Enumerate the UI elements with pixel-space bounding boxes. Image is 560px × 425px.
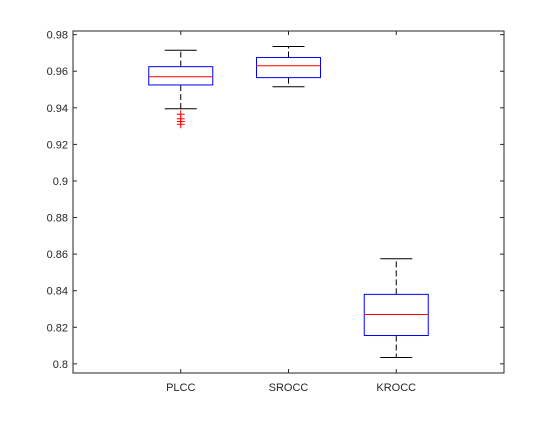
x-tick-label: PLCC xyxy=(166,382,195,394)
box-plcc xyxy=(148,66,214,86)
x-tick-label: SROCC xyxy=(269,382,309,394)
y-tick-label: 0.9 xyxy=(53,176,68,188)
y-tick-label: 0.96 xyxy=(47,66,68,78)
box-srocc xyxy=(256,57,321,79)
y-tick-label: 0.82 xyxy=(47,322,68,334)
y-tick-label: 0.94 xyxy=(47,103,68,115)
y-tick-label: 0.8 xyxy=(53,359,68,371)
y-tick-label: 0.88 xyxy=(47,213,68,225)
y-tick-label: 0.86 xyxy=(47,249,68,261)
plot-area: 0.8 0.82 0.84 0.86 0.88 0.9 0.92 0.94 0.96 0.98 PL… xyxy=(47,30,505,394)
y-tick-label: 0.98 xyxy=(47,30,68,42)
y-tick-label: 0.84 xyxy=(47,286,68,298)
y-tick-label: 0.92 xyxy=(47,139,68,151)
x-tick-label: KROCC xyxy=(376,382,416,394)
